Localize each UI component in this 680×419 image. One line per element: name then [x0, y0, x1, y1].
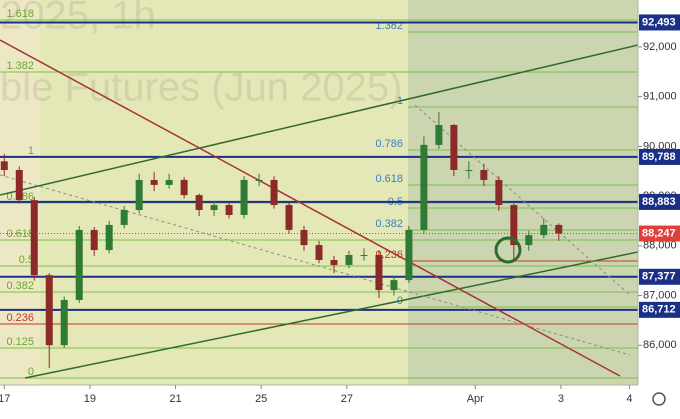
x-tick-label: 27 [341, 393, 353, 405]
candle-body [120, 210, 128, 225]
candles [0, 112, 563, 369]
trend-line [0, 44, 639, 196]
candle-body [300, 229, 308, 246]
candle-body [450, 125, 458, 171]
candle-body [525, 235, 533, 246]
candle-body [540, 224, 548, 236]
fib-label: 0.618 [6, 228, 34, 240]
settings-icon[interactable] [652, 392, 666, 406]
price-label: 87,377 [642, 271, 676, 283]
candle-body [255, 179, 263, 181]
right-region [408, 0, 638, 385]
watermark: ble Futures (Jun 2025) [0, 66, 402, 110]
x-tick-label: 17 [0, 393, 10, 405]
fib-label: 1.382 [6, 60, 34, 72]
axes: 86,00087,00088,00089,00090,00091,00092,0… [0, 14, 680, 405]
candle-body [90, 229, 98, 251]
candle-body [315, 245, 323, 260]
y-tick-label: 91,000 [643, 91, 677, 103]
price-box [639, 148, 680, 165]
y-tick-label: 86,000 [643, 339, 677, 351]
fib-label: 0.618 [375, 173, 403, 185]
fib-label: 0 [28, 366, 34, 378]
candle-body [105, 224, 113, 251]
price-box [639, 268, 680, 285]
x-tick-label: 3 [558, 393, 564, 405]
price-label: 92,493 [642, 16, 676, 28]
candle-body [375, 255, 383, 291]
price-box [639, 301, 680, 318]
fib-label: 0.5 [19, 254, 34, 266]
price-label: 86,712 [642, 304, 676, 316]
middle-region [40, 0, 408, 385]
candle-body [165, 179, 173, 185]
fib-label: 0.125 [6, 336, 34, 348]
x-tick-label: Apr [467, 393, 484, 405]
candle-body [510, 205, 518, 246]
x-tick-label: 4 [626, 393, 632, 405]
candle-body [345, 255, 353, 265]
fib-label: 0.236 [6, 312, 34, 324]
candle-body [135, 179, 143, 211]
candle-body [420, 144, 428, 230]
y-tick-label: 92,000 [643, 41, 677, 53]
trend-line [0, 39, 621, 377]
fib-label: 0.786 [375, 138, 403, 150]
candle-body [150, 179, 158, 185]
candle-body [240, 179, 248, 215]
candle-body [270, 179, 278, 206]
candle-body [555, 224, 563, 234]
fib-label: 0.382 [6, 280, 34, 292]
candle-body [360, 255, 368, 257]
y-tick-label: 88,000 [643, 240, 677, 252]
candle-body [15, 170, 23, 201]
trend-lines [0, 39, 639, 379]
candle-body [390, 280, 398, 291]
watermark: 2025, 1h [0, 0, 156, 38]
candle-body [45, 275, 53, 346]
candle-body [495, 179, 503, 206]
x-tick-label: 25 [255, 393, 267, 405]
candle-body [30, 200, 38, 276]
price-label: 89,788 [642, 151, 676, 163]
current-price-label: 88,247 [642, 227, 676, 239]
candle-body [180, 179, 188, 196]
price-label: 88,883 [642, 196, 676, 208]
candle-body [195, 195, 203, 211]
fib-label: 1.618 [6, 8, 34, 20]
highlight-circle [494, 236, 522, 264]
current-price-box [639, 225, 680, 242]
trend-line [0, 174, 631, 356]
y-tick-label: 87,000 [643, 289, 677, 301]
candle-body [0, 161, 8, 171]
candle-body [435, 125, 443, 145]
candle-body [480, 170, 488, 180]
x-tick-label: 19 [84, 393, 96, 405]
fib-label: 0.382 [375, 218, 403, 230]
candle-body [60, 299, 68, 346]
price-box [639, 14, 680, 31]
candle-body [465, 170, 473, 172]
candle-body [210, 205, 218, 211]
x-tick-label: 21 [169, 393, 181, 405]
trend-line [24, 251, 639, 379]
candle-body [225, 205, 233, 215]
candle-body [285, 205, 293, 230]
time-axis [0, 385, 680, 414]
candle-body [75, 229, 83, 300]
price-box [639, 193, 680, 210]
candle-body [405, 229, 413, 281]
candle-body [330, 259, 338, 265]
fib-label: 1 [28, 145, 34, 157]
